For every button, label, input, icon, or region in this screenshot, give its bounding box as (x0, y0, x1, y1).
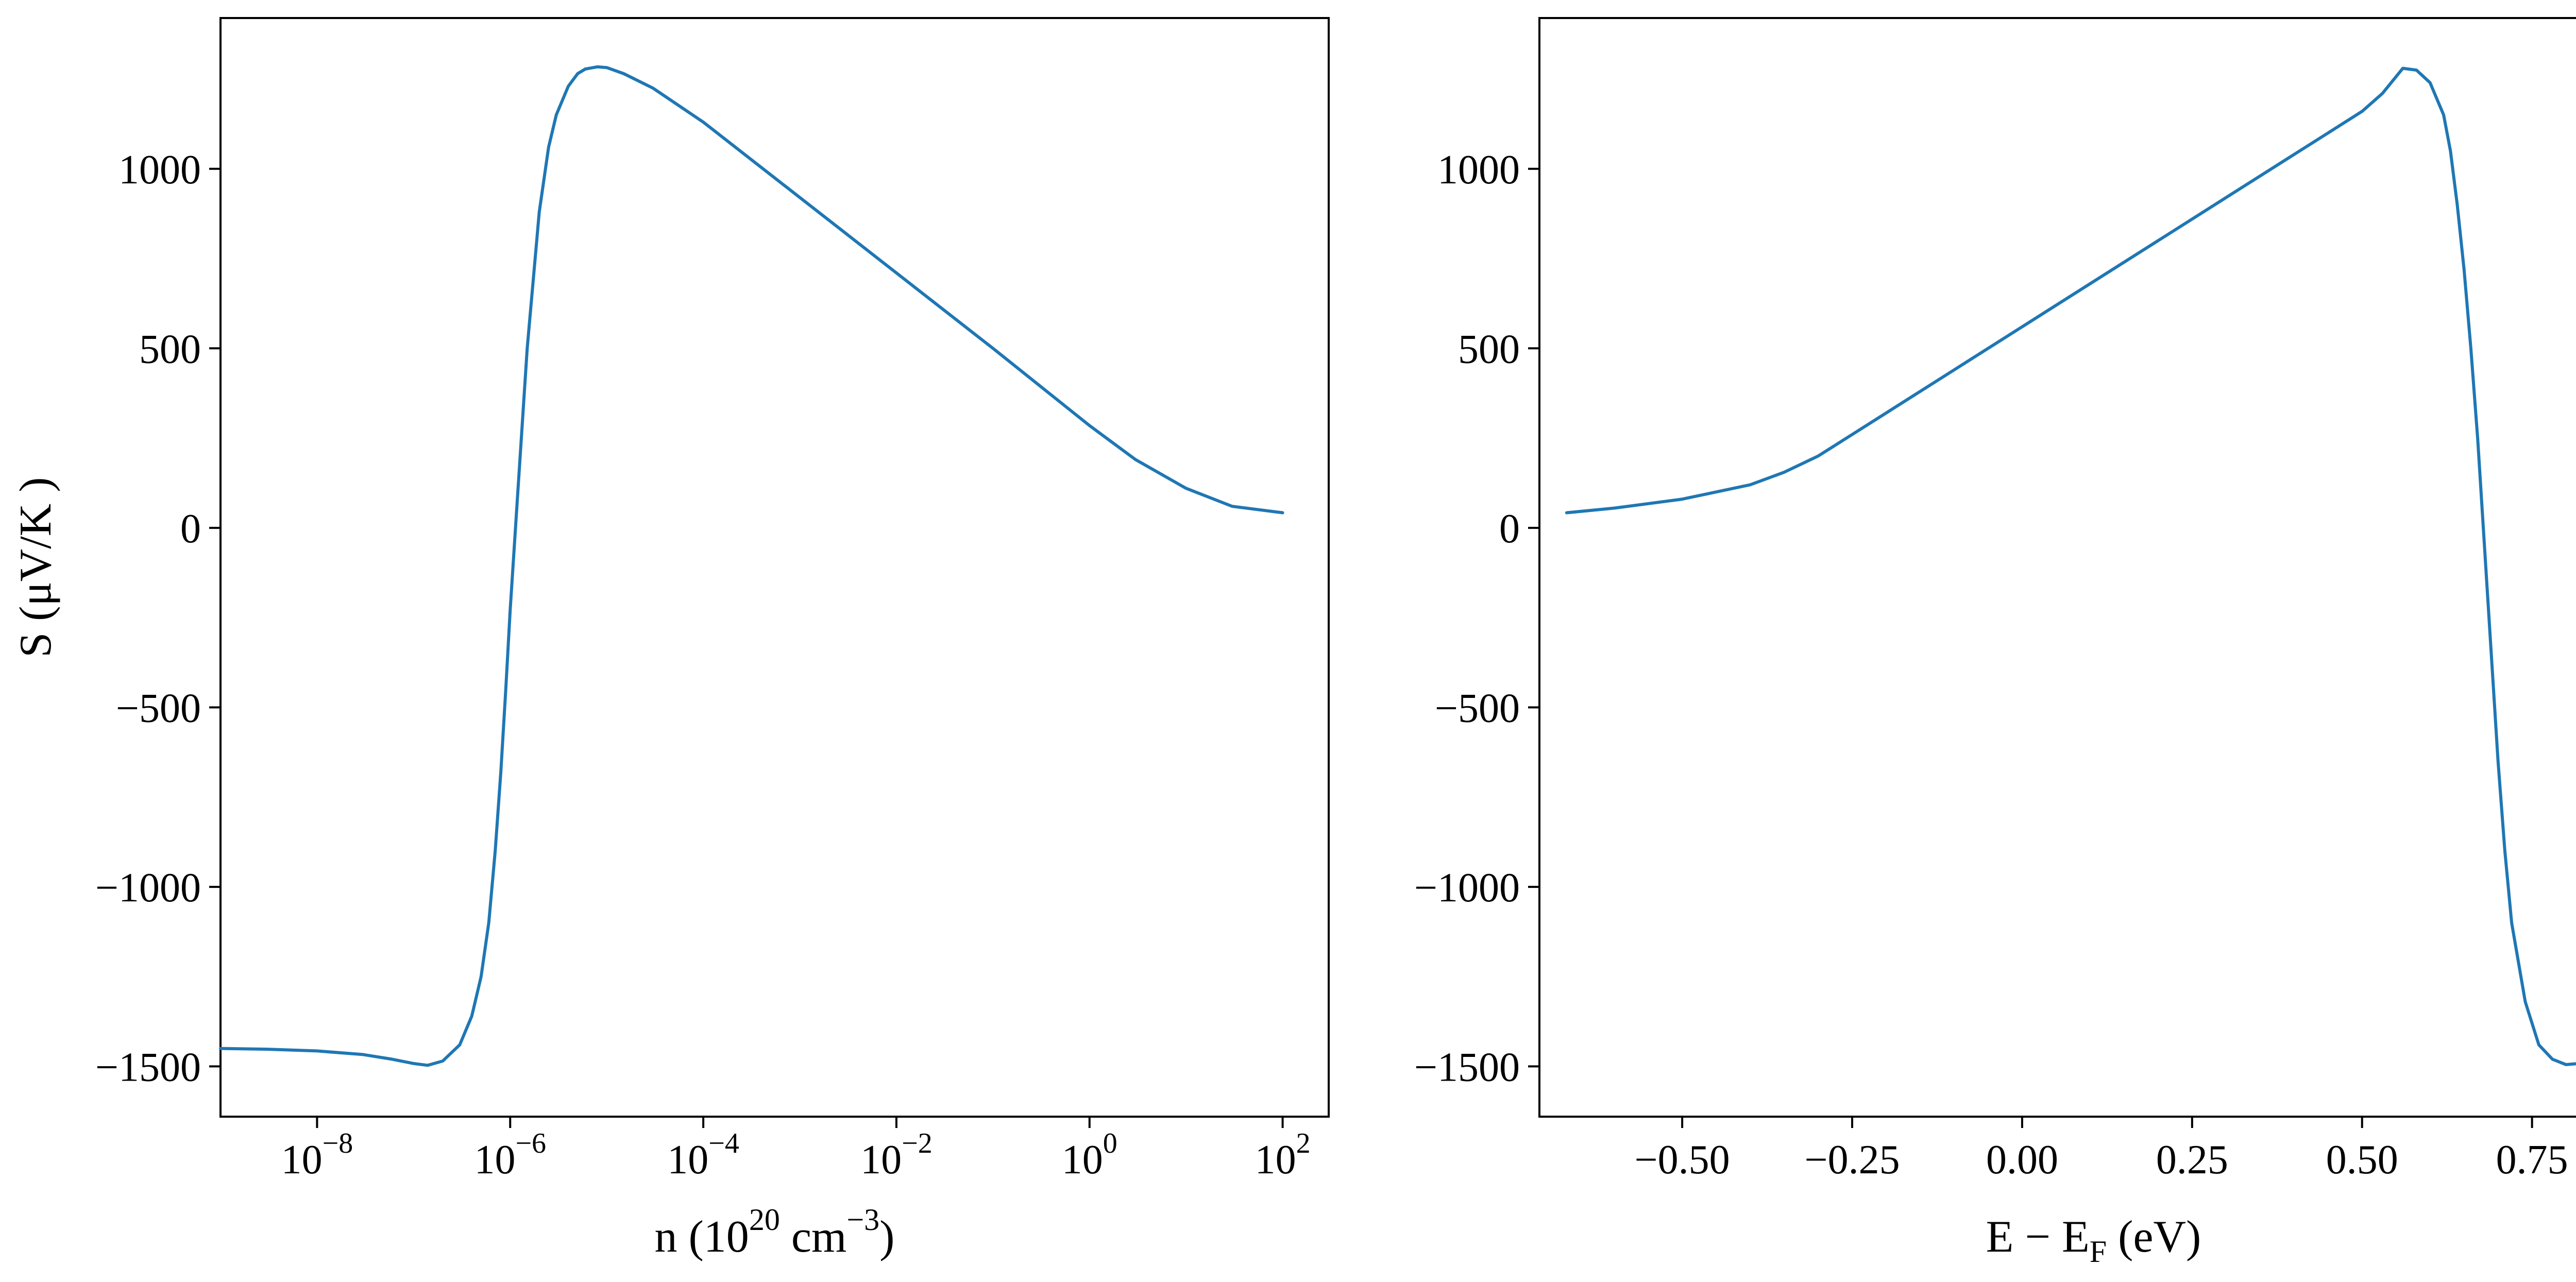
y-tick-label: 1000 (1437, 147, 1520, 193)
x-tick-label: 10−2 (860, 1127, 933, 1183)
x-tick-label: 0.75 (2496, 1137, 2568, 1183)
y-tick-label: −500 (116, 686, 201, 731)
x-tick-label: 10−6 (474, 1127, 546, 1183)
series-line-0 (219, 65, 1284, 1067)
x-tick-label: 100 (1062, 1127, 1117, 1183)
x-tick-label: 102 (1255, 1127, 1311, 1183)
x-tick-label: 0.50 (2326, 1137, 2398, 1183)
x-tick-label: 10−8 (281, 1127, 353, 1183)
x-axis-label: E − EF (eV) (1986, 1212, 2201, 1269)
y-axis-label: S (μV/K ) (11, 477, 61, 657)
y-tick-label: −1500 (1414, 1045, 1520, 1090)
right-chart-panel: 1000 500 0 −500 −1000 −1500 −0.50 −0.25 0.00 0.25… (1414, 17, 2576, 1269)
x-axis-label: n (1020 cm−3) (655, 1203, 895, 1262)
y-tick-label: −1000 (95, 865, 201, 911)
x-tick-label: −0.50 (1635, 1137, 1730, 1183)
series-line-0 (1565, 66, 2576, 1066)
y-tick-label: 1000 (118, 147, 201, 193)
y-tick-label: 0 (180, 506, 201, 552)
plot-frame (1538, 17, 2576, 1118)
left-chart-panel: 1000 500 0 −500 −1000 −1500 10−8 10−6 10−4 10−2 10… (11, 17, 1330, 1262)
y-tick-label: −1000 (1414, 865, 1520, 911)
y-tick-label: 0 (1499, 506, 1520, 552)
x-tick-label: 10−4 (667, 1127, 739, 1183)
y-tick-label: 500 (1458, 327, 1520, 372)
x-tick-label: −0.25 (1804, 1137, 1900, 1183)
y-tick-label: −500 (1435, 686, 1520, 731)
y-tick-label: 500 (139, 327, 201, 372)
x-tick-label: 0.00 (1986, 1137, 2058, 1183)
x-tick-label: 0.25 (2156, 1137, 2228, 1183)
y-tick-label: −1500 (95, 1045, 201, 1090)
plot-frame (219, 17, 1330, 1118)
